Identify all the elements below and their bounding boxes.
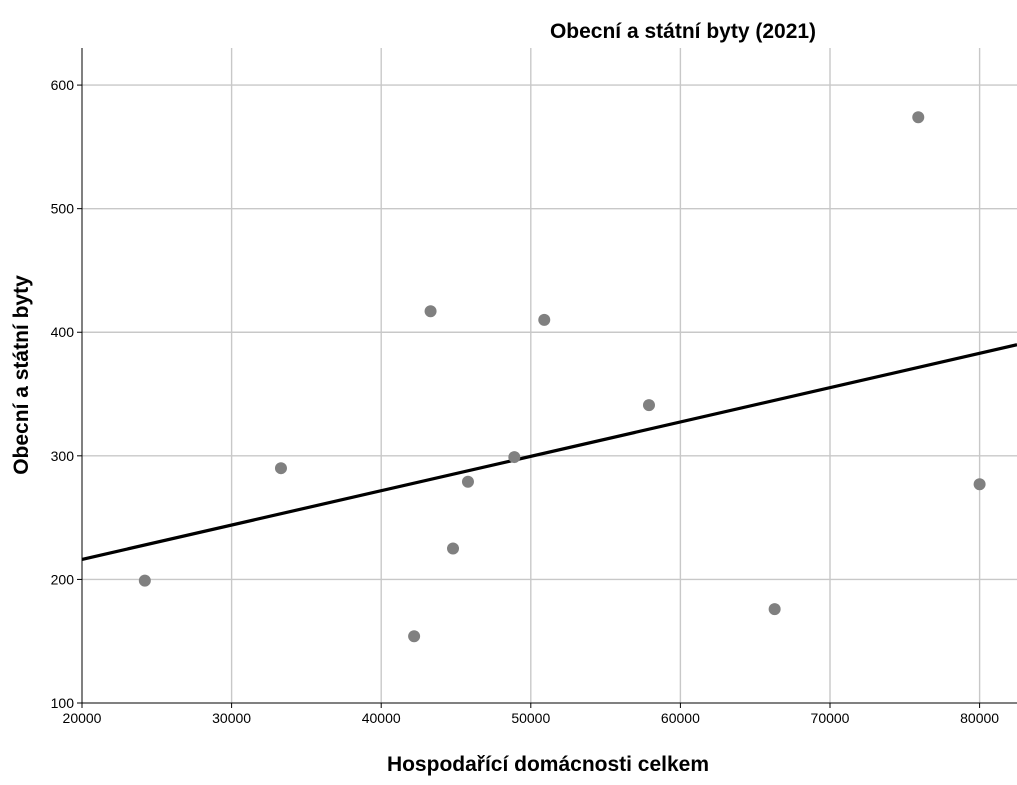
ticks-layer: 20000 30000 40000 50000 60000 70000 80000 100 20… xyxy=(51,77,1000,726)
data-point xyxy=(138,574,151,587)
x-tick-label: 50000 xyxy=(511,710,550,726)
x-tick-label: 70000 xyxy=(811,710,850,726)
data-point xyxy=(508,451,521,464)
y-tick-label: 500 xyxy=(51,201,75,217)
fit-line xyxy=(81,343,1017,561)
data-point xyxy=(274,462,287,475)
y-tick-label: 300 xyxy=(51,448,75,464)
data-point xyxy=(424,305,437,318)
y-tick-label: 200 xyxy=(51,571,75,587)
grid-layer xyxy=(82,48,1017,703)
y-tick-label: 400 xyxy=(51,324,75,340)
x-tick-label: 60000 xyxy=(661,710,700,726)
data-point xyxy=(912,111,925,124)
fit-line-layer xyxy=(81,343,1017,561)
data-point xyxy=(408,630,421,643)
y-axis-title: Obecní a státní byty xyxy=(10,275,33,475)
x-tick-label: 80000 xyxy=(960,710,999,726)
data-point xyxy=(973,478,986,491)
points-layer xyxy=(138,111,986,643)
y-tick-label: 100 xyxy=(51,695,75,711)
data-point xyxy=(538,313,551,326)
x-axis-title: Hospodařící domácnosti celkem xyxy=(387,753,709,776)
x-tick-label: 30000 xyxy=(212,710,251,726)
data-point xyxy=(642,399,655,412)
data-point xyxy=(768,603,781,616)
data-point xyxy=(447,542,460,555)
x-tick-label: 20000 xyxy=(63,710,102,726)
x-tick-label: 40000 xyxy=(362,710,401,726)
chart-title: Obecní a státní byty (2021) xyxy=(550,20,816,43)
data-point xyxy=(461,475,474,488)
axes-layer xyxy=(81,48,1017,704)
y-tick-label: 600 xyxy=(51,77,75,93)
